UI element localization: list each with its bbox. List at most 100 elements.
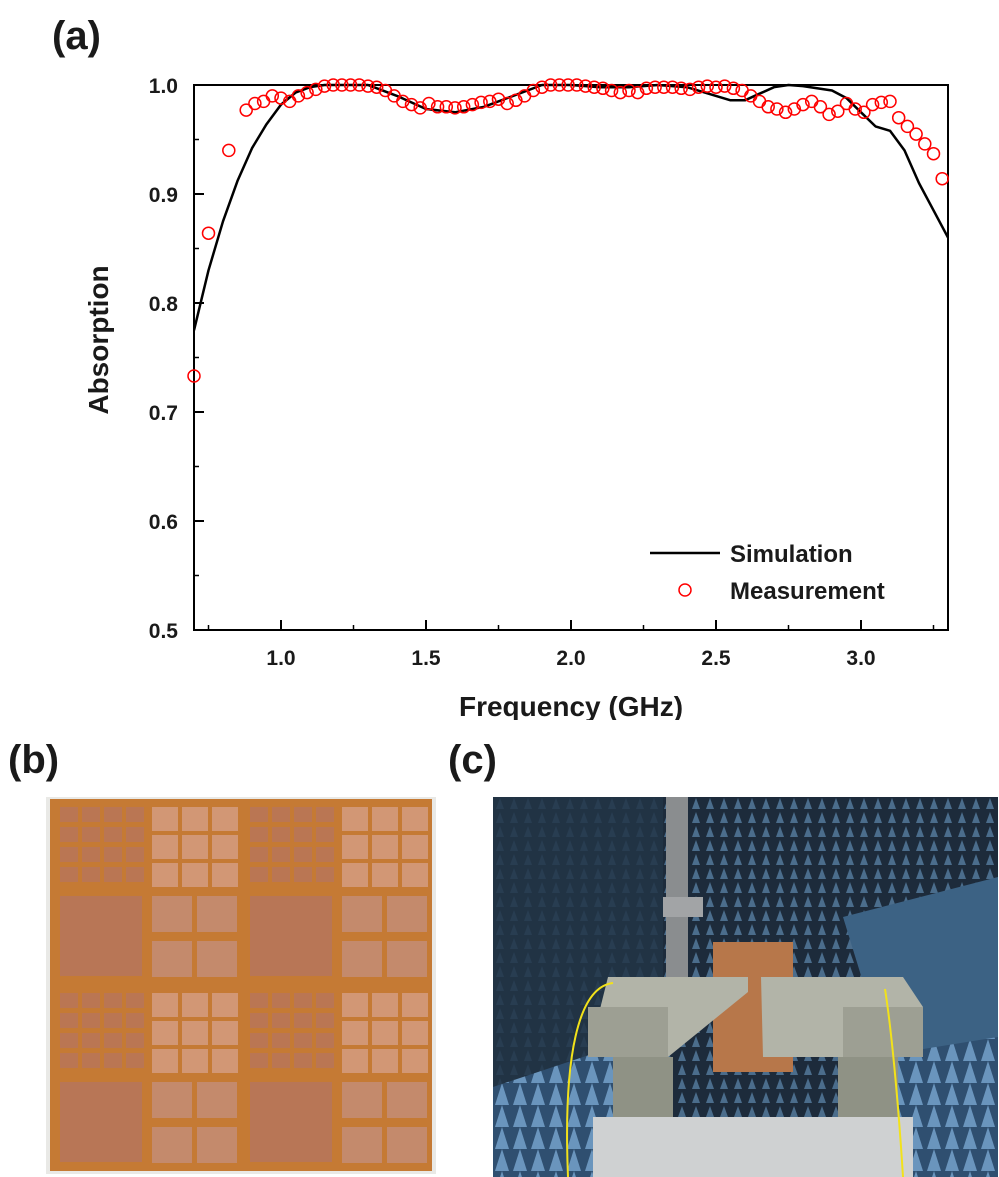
legend-measurement-circle-icon: [678, 583, 692, 597]
measurement-point: [187, 369, 201, 383]
measurement-point: [909, 127, 923, 141]
measurement-point: [883, 94, 897, 109]
y-tick-label: 0.8: [149, 293, 179, 316]
measurement-point: [770, 102, 784, 116]
measurement-point: [256, 94, 271, 109]
measurement-point: [630, 85, 645, 100]
measurement-point: [639, 81, 654, 96]
measurement-point: [291, 89, 306, 103]
measurement-point: [413, 101, 427, 115]
measurement-point: [396, 94, 410, 109]
measurement-series: [187, 78, 949, 383]
measurement-point: [813, 100, 828, 114]
measurement-point: [865, 97, 880, 112]
chamber-illustration: [493, 797, 998, 1177]
measurement-point: [422, 96, 436, 111]
measurement-point: [335, 78, 349, 92]
x-tick-label: 2.5: [701, 647, 731, 670]
measurement-point: [448, 101, 462, 115]
measurement-point: [787, 102, 802, 116]
measurement-point: [474, 95, 488, 110]
measurement-point: [735, 83, 749, 98]
measurement-point: [622, 83, 636, 98]
measurement-point: [778, 105, 793, 120]
measurement-point: [648, 80, 662, 94]
y-tick-label: 0.7: [149, 402, 178, 425]
photo-b-sample: [46, 797, 436, 1174]
measurement-point: [752, 94, 767, 109]
y-tick-label: 0.5: [149, 620, 179, 643]
measurement-point: [201, 226, 216, 240]
measurement-point: [657, 80, 671, 94]
axis-ticks: 1.0 1.5 2.0 2.5 3.0 0.5 0.6 0.7 0.8 0.9 1.0: [149, 75, 935, 670]
measurement-point: [248, 96, 262, 111]
measurement-point: [796, 97, 810, 112]
measurement-point: [891, 110, 906, 125]
absorption-chart: 1.0 1.5 2.0 2.5 3.0 0.5 0.6 0.7 0.8 0.9 1.0 Freque…: [83, 75, 949, 720]
measurement-point: [717, 79, 732, 93]
measurement-point: [361, 79, 375, 93]
x-tick-label: 3.0: [846, 647, 875, 670]
measurement-point: [300, 85, 314, 100]
y-tick-label: 0.6: [149, 511, 178, 534]
measurement-point: [404, 97, 419, 112]
y-tick-label: 0.9: [149, 184, 178, 207]
measurement-point: [900, 119, 915, 134]
measurement-point: [352, 78, 367, 92]
measurement-point: [918, 137, 932, 151]
x-tick-label: 1.0: [266, 647, 295, 670]
panel-label-b: (b): [8, 738, 60, 782]
measurement-point: [726, 81, 741, 96]
measurement-point: [343, 78, 358, 92]
measurement-point: [456, 100, 471, 114]
measurement-point: [509, 93, 523, 108]
x-tick-label: 1.5: [411, 647, 441, 670]
measurement-point: [700, 79, 715, 93]
measurement-point: [674, 81, 688, 96]
measurement-point: [561, 78, 575, 92]
measurement-point: [874, 95, 889, 110]
measurement-point: [761, 100, 775, 114]
measurement-point: [822, 107, 836, 122]
legend-simulation-label: Simulation: [730, 541, 853, 568]
legend: Simulation Measurement: [650, 541, 885, 605]
measurement-point: [430, 100, 445, 114]
measurement-point: [369, 80, 384, 94]
measurement-point: [691, 80, 706, 94]
measurement-point: [535, 80, 549, 94]
measurement-point: [935, 171, 949, 186]
x-tick-label: 2.0: [556, 647, 585, 670]
measurement-point: [596, 81, 610, 96]
measurement-point: [926, 146, 941, 161]
measurement-point: [578, 79, 593, 93]
measurement-point: [683, 82, 697, 97]
measurement-point: [326, 78, 340, 92]
measurement-point: [265, 89, 280, 103]
simulation-series: [194, 83, 948, 331]
measurement-point: [587, 80, 601, 94]
measurement-point: [309, 82, 323, 97]
measurement-point: [831, 104, 845, 118]
measurement-point: [570, 78, 584, 92]
measurement-point: [317, 79, 332, 93]
y-tick-label: 1.0: [149, 75, 178, 98]
measurement-point: [543, 78, 558, 92]
measurement-point: [526, 83, 541, 98]
legend-measurement-label: Measurement: [730, 578, 885, 605]
measurement-point: [857, 105, 871, 120]
y-axis-title: Absorption: [83, 265, 114, 414]
measurement-point: [665, 80, 680, 94]
x-axis-title: Frequency (GHz): [459, 691, 683, 720]
measurement-point: [552, 78, 567, 92]
panel-label-a: (a): [52, 14, 101, 58]
measurement-point: [491, 92, 506, 106]
measurement-point: [500, 96, 514, 111]
measurement-point: [274, 91, 288, 105]
measurement-point: [465, 97, 480, 112]
measurement-point: [483, 94, 497, 109]
measurement-point: [439, 100, 454, 114]
measurement-point: [848, 102, 862, 116]
measurement-point: [604, 83, 619, 98]
photo-c-measurement-setup: [493, 797, 998, 1177]
panel-label-c: (c): [448, 738, 497, 782]
